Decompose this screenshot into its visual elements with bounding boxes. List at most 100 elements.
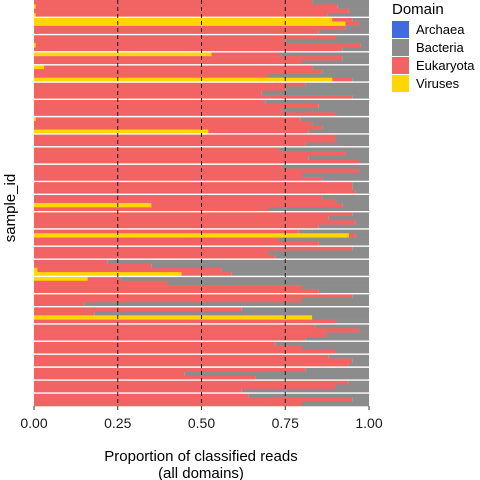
bar-bacteria-35 <box>345 151 369 156</box>
bar-bacteria-75 <box>315 323 369 329</box>
x-axis-title-line-0: Proportion of classified reads <box>104 448 297 465</box>
bar-bacteria-64 <box>121 276 369 282</box>
legend-title: Domain <box>392 1 444 18</box>
bar-bacteria-73 <box>312 315 369 320</box>
bar-eukaryota-29 <box>34 125 323 130</box>
bar-bacteria-58 <box>268 250 369 256</box>
bar-eukaryota-62 <box>37 267 222 273</box>
bar-eukaryota-3 <box>35 12 328 18</box>
bar-eukaryota-28 <box>34 120 313 126</box>
bar-bacteria-87 <box>255 375 369 381</box>
bar-bacteria-54 <box>355 233 369 238</box>
bar-bacteria-18 <box>352 77 369 83</box>
bar-eukaryota-24 <box>34 103 319 109</box>
bar-eukaryota-85 <box>34 367 306 372</box>
bar-bacteria-34 <box>278 146 369 152</box>
bar-eukaryota-15 <box>44 64 313 70</box>
bar-bacteria-38 <box>281 164 369 169</box>
legend-swatch-viruses <box>392 75 409 92</box>
bar-bacteria-16 <box>322 69 369 74</box>
bar-bacteria-82 <box>328 354 369 359</box>
bar-eukaryota-33 <box>34 142 306 148</box>
bar-eukaryota-26 <box>34 112 336 117</box>
bar-bacteria-0 <box>312 0 369 5</box>
bar-eukaryota-66 <box>34 285 302 290</box>
bar-eukaryota-64 <box>87 276 122 282</box>
bar-bacteria-5 <box>358 21 369 27</box>
bar-eukaryota-7 <box>34 30 319 35</box>
reference-lines <box>117 0 286 406</box>
bar-eukaryota-57 <box>34 246 353 251</box>
bar-bacteria-23 <box>265 99 369 104</box>
bar-eukaryota-80 <box>34 345 302 351</box>
bar-eukaryota-9 <box>34 38 286 44</box>
bar-eukaryota-84 <box>34 362 349 368</box>
bar-bacteria-3 <box>327 12 370 18</box>
bar-bacteria-51 <box>355 220 369 225</box>
bar-bacteria-41 <box>322 177 369 182</box>
bar-eukaryota-32 <box>34 138 336 143</box>
bar-viruses-54 <box>34 233 349 238</box>
bar-viruses-10 <box>34 43 36 48</box>
bar-bacteria-50 <box>328 215 369 221</box>
bar-bacteria-45 <box>322 194 369 199</box>
bar-eukaryota-87 <box>34 375 256 381</box>
bar-bacteria-49 <box>352 211 369 217</box>
bar-eukaryota-23 <box>34 99 266 104</box>
bar-eukaryota-86 <box>34 371 185 377</box>
legend-swatch-archaea <box>392 21 409 38</box>
bar-viruses-18 <box>34 77 333 83</box>
bar-eukaryota-46 <box>34 198 336 204</box>
x-tick-label-4: 1.00 <box>355 415 382 431</box>
bar-bacteria-70 <box>84 302 369 307</box>
bar-eukaryota-89 <box>34 384 336 390</box>
bar-eukaryota-92 <box>34 397 353 402</box>
bar-bacteria-32 <box>335 138 369 143</box>
bar-eukaryota-91 <box>34 393 249 398</box>
bar-bacteria-15 <box>312 64 369 70</box>
bar-bacteria-39 <box>358 168 369 174</box>
bar-bacteria-26 <box>335 112 369 117</box>
bar-bacteria-83 <box>352 358 369 364</box>
x-axis-title-line-1: (all domains) <box>158 465 244 480</box>
bar-bacteria-27 <box>300 116 369 122</box>
bar-bacteria-59 <box>275 254 369 260</box>
bar-eukaryota-82 <box>34 354 329 359</box>
bar-eukaryota-65 <box>34 280 168 286</box>
bar-eukaryota-27 <box>35 116 301 122</box>
bar-bacteria-86 <box>184 371 369 377</box>
bar-eukaryota-6 <box>34 25 346 31</box>
bar-eukaryota-69 <box>34 298 302 303</box>
bar-eukaryota-67 <box>34 289 319 294</box>
bar-viruses-3 <box>34 12 36 18</box>
x-tick-label-1: 0.25 <box>104 415 131 431</box>
x-tick-label-0: 0.00 <box>20 415 47 431</box>
bar-eukaryota-41 <box>34 177 323 182</box>
bar-bacteria-40 <box>302 172 369 178</box>
bar-eukaryota-17 <box>34 73 269 79</box>
bar-bacteria-30 <box>308 129 369 135</box>
bar-eukaryota-56 <box>34 241 319 247</box>
bar-eukaryota-93 <box>34 401 302 407</box>
legend: Domain Archaea Bacteria Eukaryota Viruses <box>392 1 475 92</box>
bar-eukaryota-0 <box>34 0 313 5</box>
bar-viruses-73 <box>34 315 313 320</box>
bar-bacteria-44 <box>355 190 369 195</box>
bar-viruses-62 <box>34 267 38 273</box>
bar-bacteria-14 <box>302 60 369 66</box>
bar-bacteria-56 <box>318 241 369 247</box>
bar-eukaryota-1 <box>35 4 338 9</box>
bar-bacteria-17 <box>268 73 369 79</box>
bar-eukaryota-31 <box>34 133 336 139</box>
bar-eukaryota-8 <box>34 34 336 40</box>
bar-bacteria-80 <box>302 345 369 351</box>
bar-eukaryota-22 <box>34 95 353 100</box>
bar-eukaryota-36 <box>34 155 309 161</box>
bar-eukaryota-38 <box>34 164 282 169</box>
bar-eukaryota-74 <box>34 319 336 325</box>
bar-bacteria-10 <box>360 43 370 48</box>
bar-bacteria-88 <box>348 380 369 385</box>
bar-bacteria-20 <box>285 86 369 91</box>
bar-eukaryota-39 <box>34 168 359 174</box>
